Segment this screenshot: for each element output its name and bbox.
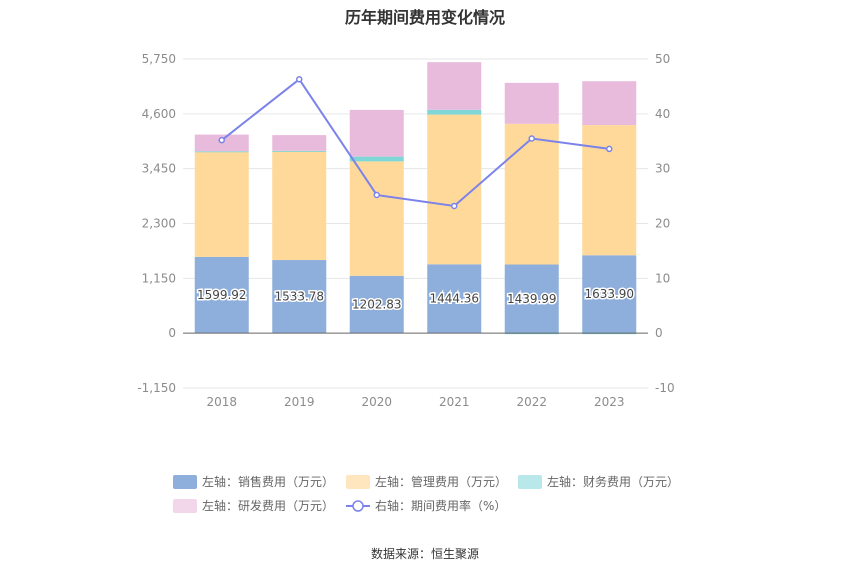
legend-swatch [173,499,197,513]
left-axis-tick-label: 5,750 [142,52,176,66]
bar-segment-s3 [272,135,327,151]
rate-polyline [221,77,610,208]
bar-segment-s0 [349,275,404,334]
legend-label: 左轴：财务费用（万元） [547,474,679,489]
left-axis-tick-label: 3,450 [142,162,176,176]
x-axis-label: 2020 [361,395,392,409]
right-axis-tick-label: 20 [655,217,670,231]
stacked-bars [194,62,637,335]
bar-segment-s2 [272,150,327,152]
bar-segment-s1 [194,151,249,257]
sales-value-label: 1599.92 [197,288,247,302]
bar-segment-s1 [349,161,404,276]
sales-value-label: 1633.90 [584,287,634,301]
chart-title: 历年期间费用变化情况 [344,8,505,27]
left-axis: -1,150 0 1,150 2,300 3,450 4,600 5,750 [137,52,176,395]
legend-swatch [346,475,370,489]
legend-label: 左轴：销售费用（万元） [202,474,334,489]
left-axis-tick-label: 1,150 [142,271,176,285]
left-axis-tick-label: -1,150 [137,381,176,395]
bar-segment-s3 [582,81,637,126]
legend: 左轴：销售费用（万元） 左轴：管理费用（万元） 左轴：财务费用（万元） 左轴：研发费用… [173,474,679,513]
bar-segment-s3 [504,82,559,124]
bar-segment-s1 [504,123,559,265]
bar-segment-s3 [349,109,404,157]
bar-segment-s2 [194,151,249,153]
rate-line [218,76,613,210]
sales-value-label: 1533.78 [274,290,324,304]
x-axis-label: 2022 [516,395,547,409]
sales-value-label: 1202.83 [352,297,402,311]
right-axis-tick-label: 50 [655,52,670,66]
bar-segment-s2 [349,156,404,162]
bar-segment-s0 [504,264,559,334]
legend-label: 左轴：研发费用（万元） [202,498,334,513]
legend-label: 左轴：管理费用（万元） [375,474,507,489]
sales-value-label: 1444.36 [429,292,479,306]
x-axis-label: 2019 [284,395,315,409]
right-axis-tick-label: 10 [655,271,670,285]
bar-segment-s2 [427,109,482,115]
bar-segment-s0 [194,256,249,334]
right-axis-tick-label: 30 [655,162,670,176]
bar-segment-s0 [427,264,482,334]
x-axis-label: 2021 [439,395,470,409]
legend-label: 右轴：期间费用率（%） [375,498,506,513]
bar-segment-s1 [272,151,327,261]
x-axis-label: 2023 [594,395,625,409]
source-note: 数据来源：恒生聚源 [370,547,479,561]
bar-segment-s0 [582,255,637,334]
x-axis-label: 2018 [206,395,237,409]
rate-point [218,136,225,144]
left-axis-tick-label: 2,300 [142,217,176,231]
sales-value-labels: 1599.92 1533.78 1202.83 1444.36 1439.99 1633.… [195,286,635,313]
right-axis-tick-label: 0 [655,326,663,340]
legend-swatch [173,475,197,489]
left-axis-tick-label: 0 [168,326,176,340]
rate-point [528,135,535,142]
grid-lines [183,58,648,389]
rate-point [451,202,458,210]
legend-line-marker [352,500,364,512]
rate-point [606,145,613,153]
x-axis-labels: 2018 2019 2020 2021 2022 2023 [206,395,624,409]
bar-segment-s0 [272,260,327,334]
right-axis-tick-label: -10 [655,381,675,395]
right-axis: -10 0 10 20 30 40 50 [655,52,675,395]
legend-swatch [518,475,542,489]
bar-segment-s3 [427,62,482,110]
rate-point [296,76,303,83]
left-axis-tick-label: 4,600 [142,107,176,121]
sales-value-label: 1439.99 [507,292,557,306]
bar-segment-s1 [582,125,637,256]
right-axis-tick-label: 40 [655,107,670,121]
rate-point [373,191,380,199]
